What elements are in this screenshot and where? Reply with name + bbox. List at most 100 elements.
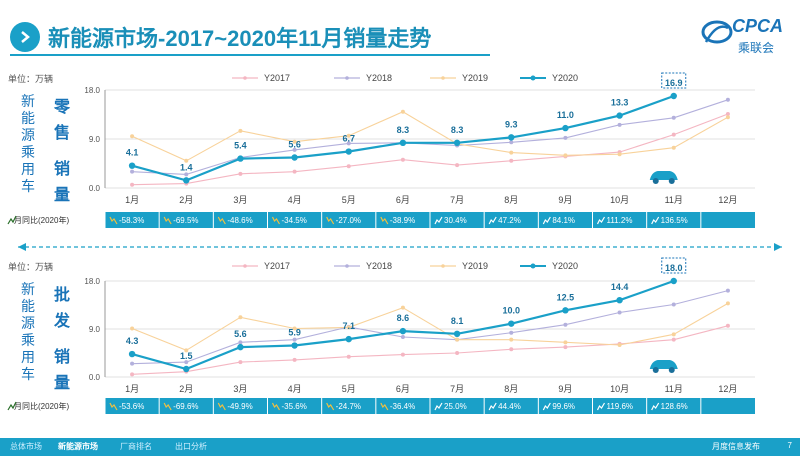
- legend-marker: [530, 75, 536, 81]
- data-point-y2018: [346, 141, 351, 146]
- footer-item-overall[interactable]: 总体市场: [10, 442, 42, 451]
- data-point-y2020: [508, 134, 515, 141]
- data-point-y2020: [616, 297, 623, 304]
- data-point-y2017: [509, 158, 514, 163]
- yoy-value: 30.4%: [444, 216, 467, 225]
- side-label-1-char: 源: [21, 315, 35, 331]
- x-tick-label: 3月: [233, 384, 247, 394]
- data-point-y2020: [291, 342, 298, 349]
- series-line-y2020: [131, 94, 675, 182]
- trend-down-icon: [380, 402, 389, 411]
- side-label-2-char: 量: [54, 374, 70, 392]
- legend-label: Y2017: [264, 261, 290, 271]
- data-label: 8.3: [451, 125, 464, 135]
- x-tick-label: 8月: [504, 195, 518, 205]
- data-point-y2017: [238, 360, 243, 365]
- data-label: 10.0: [502, 306, 520, 316]
- data-label: 9.3: [505, 119, 518, 129]
- unit-label: 单位：万辆: [8, 261, 53, 272]
- data-point-y2017: [292, 357, 297, 362]
- legend-marker: [345, 76, 349, 80]
- trend-down-icon: [326, 402, 335, 411]
- data-point-y2017: [400, 157, 405, 162]
- data-point-y2018: [130, 361, 135, 366]
- data-point-y2017: [671, 337, 676, 342]
- data-point-y2018: [292, 147, 297, 152]
- x-tick-label: 11月: [665, 195, 683, 205]
- yoy-value: 128.6%: [661, 402, 688, 411]
- data-point-y2019: [346, 325, 351, 330]
- series-line-y2018: [132, 99, 729, 175]
- trend-up-icon: [596, 402, 606, 411]
- side-label-1-char: 新: [21, 93, 35, 109]
- footer-item-ranking[interactable]: 厂商排名: [120, 442, 152, 451]
- data-label: 5.6: [234, 329, 247, 339]
- data-point-y2018: [617, 122, 622, 127]
- data-label: 1.5: [180, 351, 193, 361]
- data-label: 14.4: [611, 282, 629, 292]
- side-label-2-char: 发: [53, 311, 71, 330]
- data-point-y2019: [509, 337, 514, 342]
- data-point-y2017: [455, 351, 460, 355]
- footer-item-nev[interactable]: 新能源市场: [58, 442, 98, 451]
- data-label: 16.9: [665, 78, 683, 88]
- car-icon: [649, 360, 678, 373]
- legend-marker: [530, 263, 536, 269]
- data-point-y2018: [400, 335, 405, 339]
- yoy-value: -53.6%: [119, 402, 144, 411]
- data-point-y2019: [130, 134, 135, 139]
- data-point-y2017: [563, 345, 568, 350]
- trend-down-icon: [163, 216, 172, 225]
- data-label: 8.6: [397, 313, 410, 323]
- car-wheel: [668, 367, 675, 373]
- data-point-y2018: [130, 169, 135, 174]
- yoy-value: -58.3%: [119, 216, 144, 225]
- data-point-y2017: [671, 132, 676, 137]
- data-point-y2017: [509, 347, 514, 352]
- data-point-y2020: [345, 335, 352, 343]
- series-line-y2018: [132, 290, 729, 365]
- x-tick-label: 12月: [718, 384, 737, 394]
- x-tick-label: 6月: [396, 384, 410, 394]
- yoy-value: 136.5%: [661, 216, 688, 225]
- yoy-value: 25.0%: [444, 402, 467, 411]
- trend-up-icon: [651, 402, 660, 411]
- y-tick-label: 0.0: [89, 184, 101, 193]
- data-point-y2019: [509, 150, 514, 155]
- legend-label: Y2019: [462, 73, 488, 83]
- legend-label: Y2019: [462, 261, 488, 271]
- legend-marker: [441, 264, 445, 268]
- yoy-value: -24.7%: [336, 402, 361, 411]
- x-tick-label: 1月: [125, 384, 139, 394]
- x-tick-label: 10月: [610, 195, 629, 205]
- data-label: 8.1: [451, 316, 464, 326]
- y-tick-label: 9.0: [89, 135, 101, 144]
- car-body: [649, 360, 678, 369]
- trend-icon: [7, 401, 17, 411]
- side-label-1-char: 能: [21, 298, 35, 314]
- x-tick-label: 1月: [125, 195, 139, 205]
- data-label: 11.0: [557, 110, 574, 120]
- legend-label: Y2020: [552, 73, 578, 83]
- data-point-y2019: [238, 128, 243, 133]
- data-point-y2017: [725, 323, 730, 328]
- car-icon: [649, 171, 678, 184]
- x-tick-label: 9月: [558, 195, 572, 205]
- x-tick-label: 8月: [504, 384, 518, 394]
- data-point-y2018: [563, 135, 568, 140]
- trend-up-icon: [488, 402, 497, 411]
- data-point-y2020: [562, 124, 569, 132]
- data-point-y2020: [128, 350, 136, 358]
- x-tick-label: 2月: [179, 384, 193, 394]
- data-label: 18.0: [665, 263, 683, 273]
- data-point-y2017: [130, 372, 135, 377]
- data-point-y2019: [617, 152, 622, 157]
- data-point-y2017: [130, 182, 135, 187]
- series-line-y2019: [131, 111, 729, 162]
- footer-item-export[interactable]: 出口分析: [175, 442, 207, 451]
- x-tick-label: 12月: [718, 195, 737, 205]
- data-point-y2019: [563, 340, 568, 345]
